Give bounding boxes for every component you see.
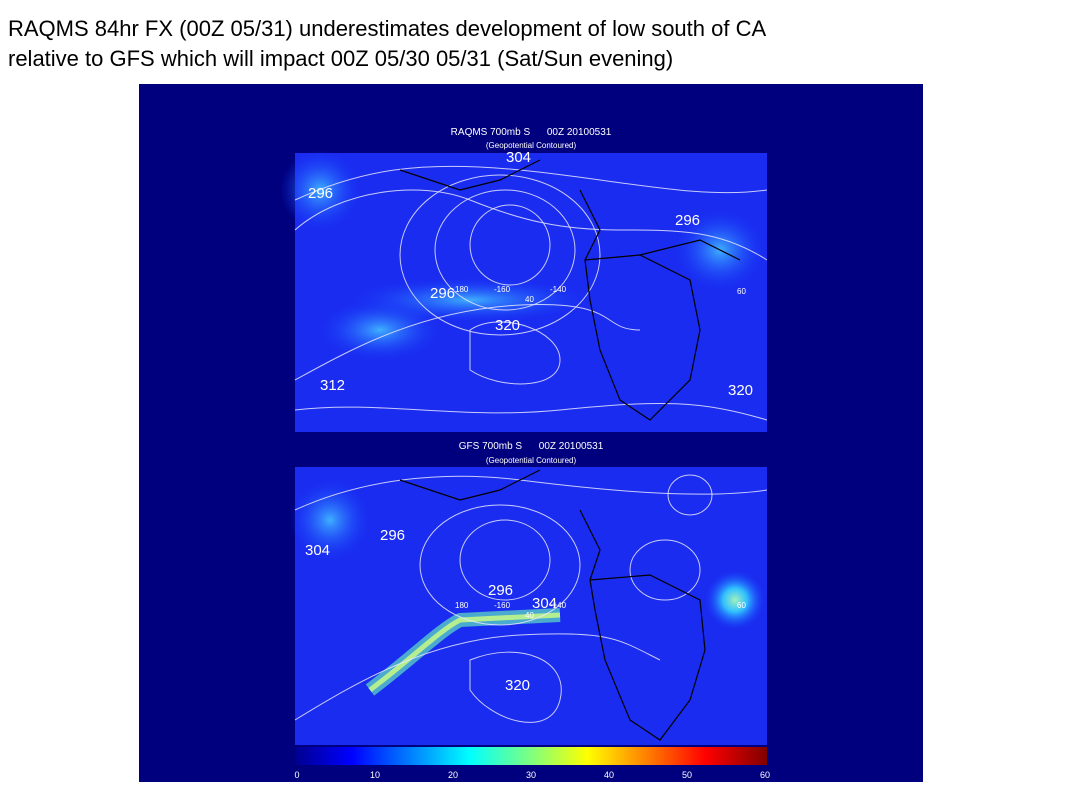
grid-label: -140 bbox=[550, 601, 567, 610]
title-line: relative to GFS which will impact 00Z 05… bbox=[8, 46, 674, 71]
contour-label: 320 bbox=[495, 317, 520, 334]
contour-label: 296 bbox=[488, 582, 513, 599]
contour-label: 304 bbox=[506, 149, 531, 166]
panel-title: GFS 700mb S 00Z 20100531 bbox=[459, 441, 604, 452]
grid-label: 60 bbox=[737, 287, 746, 296]
panel-subtitle: (Geopotential Contoured) bbox=[486, 456, 577, 465]
colorbar-tick-label: 30 bbox=[526, 770, 536, 780]
colorbar-tick-label: 40 bbox=[604, 770, 614, 780]
contour-label: 296 bbox=[430, 285, 455, 302]
contour-label: 312 bbox=[320, 377, 345, 394]
contour-label: 320 bbox=[728, 382, 753, 399]
panel-title: RAQMS 700mb S 00Z 20100531 bbox=[451, 127, 612, 138]
map-top: 304 296 296 320 312 296 320 180 -160 -14… bbox=[280, 149, 768, 432]
colorbar-tick-label: 0 bbox=[294, 770, 299, 780]
contour-label: 296 bbox=[675, 212, 700, 229]
contour-label: 304 bbox=[532, 595, 557, 612]
colorbar-tick-label: 50 bbox=[682, 770, 692, 780]
map-bottom: 296 304 296 304 320 180 -160 -140 40 60 bbox=[290, 467, 768, 745]
grid-label: -140 bbox=[550, 285, 567, 294]
grid-label: 40 bbox=[525, 295, 534, 304]
grid-label: 60 bbox=[737, 601, 746, 610]
contour-label: 320 bbox=[505, 677, 530, 694]
contour-label: 296 bbox=[308, 185, 333, 202]
colorbar-tick-label: 20 bbox=[448, 770, 458, 780]
grid-label: 180 bbox=[455, 285, 469, 294]
grid-label: 180 bbox=[455, 601, 469, 610]
grid-label: -160 bbox=[494, 601, 511, 610]
grid-label: 40 bbox=[525, 611, 534, 620]
colorbar bbox=[295, 747, 767, 765]
colorbar-tick-label: 10 bbox=[370, 770, 380, 780]
contour-label: 304 bbox=[305, 542, 330, 559]
grid-label: -160 bbox=[494, 285, 511, 294]
slide-title: RAQMS 84hr FX (00Z 05/31) underestimates… bbox=[8, 14, 766, 74]
title-line: RAQMS 84hr FX (00Z 05/31) underestimates… bbox=[8, 16, 767, 41]
colorbar-ticks: 0 10 20 30 40 50 60 bbox=[294, 770, 770, 780]
panel-subtitle: (Geopotential Contoured) bbox=[486, 141, 577, 150]
colorbar-tick-label: 60 bbox=[760, 770, 770, 780]
contour-label: 296 bbox=[380, 527, 405, 544]
